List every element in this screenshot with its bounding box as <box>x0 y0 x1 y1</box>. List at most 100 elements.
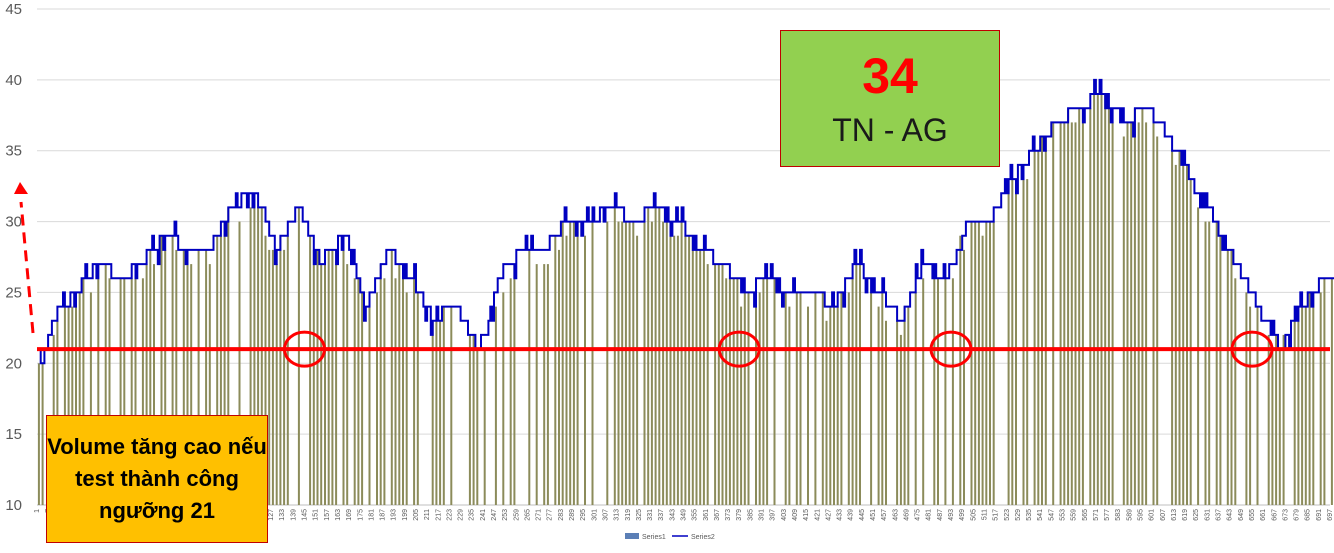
volume-bar <box>509 278 512 505</box>
volume-bar <box>431 320 434 505</box>
x-tick-label: 499 <box>959 509 966 521</box>
volume-bar <box>1037 150 1040 505</box>
volume-bar <box>219 235 222 505</box>
volume-bar <box>494 306 497 505</box>
ticker-badge: 34 TN - AG <box>780 30 1000 167</box>
volume-bar <box>56 320 59 505</box>
volume-bar <box>673 235 676 505</box>
volume-bar <box>353 278 356 505</box>
volume-bar <box>1256 306 1259 505</box>
volume-bar <box>238 221 241 505</box>
volume-bar <box>283 249 286 505</box>
volume-bar <box>1323 278 1326 505</box>
x-tick-label: 229 <box>458 509 465 521</box>
volume-bar <box>346 264 349 505</box>
x-tick-label: 589 <box>1126 509 1133 521</box>
x-tick-label: 397 <box>770 509 777 521</box>
volume-bar <box>977 221 980 505</box>
volume-bar <box>650 221 653 505</box>
x-tick-label: 127 <box>268 509 275 521</box>
volume-bar <box>784 292 787 505</box>
volume-bar <box>903 306 906 505</box>
volume-bar <box>591 221 594 505</box>
volume-bar <box>1100 94 1103 505</box>
volume-bar <box>286 235 289 505</box>
y-tick-label: 20 <box>5 355 22 372</box>
x-tick-label: 151 <box>313 509 320 521</box>
volume-bar <box>82 278 85 505</box>
volume-bar <box>390 249 393 505</box>
volume-bar <box>205 249 208 505</box>
volume-bar <box>309 235 312 505</box>
volume-note: Volume tăng cao nếu test thành công ngưỡ… <box>46 415 268 543</box>
volume-bar <box>394 278 397 505</box>
volume-bar <box>171 235 174 505</box>
volume-bar <box>654 207 657 505</box>
x-tick-label: 409 <box>792 509 799 521</box>
volume-bar <box>153 264 155 505</box>
volume-bar <box>799 292 802 505</box>
x-tick-label: 373 <box>725 509 732 521</box>
test-circle <box>717 330 761 368</box>
x-tick-label: 319 <box>625 509 632 521</box>
x-tick-label: 253 <box>502 509 509 521</box>
ticker-label: TN - AG <box>832 111 948 148</box>
volume-bar <box>669 221 672 505</box>
x-tick-label: 1 <box>34 509 41 513</box>
volume-bar <box>613 207 616 505</box>
x-tick-label: 325 <box>636 509 643 521</box>
volume-bar <box>320 264 323 505</box>
volume-bar <box>1304 306 1307 505</box>
x-tick-label: 427 <box>825 509 832 521</box>
volume-bar <box>1096 94 1099 505</box>
volume-bar <box>859 264 861 505</box>
volume-bar <box>1186 164 1188 505</box>
volume-bar <box>795 292 798 505</box>
x-tick-label: 619 <box>1182 509 1189 521</box>
x-tick-label: 163 <box>335 509 342 521</box>
volume-bar <box>1033 150 1036 505</box>
volume-bar <box>899 334 902 505</box>
volume-bar <box>847 292 850 505</box>
volume-bar <box>335 249 338 505</box>
volume-bar <box>807 306 809 505</box>
volume-bar <box>442 306 445 505</box>
x-tick-label: 181 <box>368 509 375 521</box>
volume-bar <box>67 306 70 505</box>
x-tick-label: 529 <box>1015 509 1022 521</box>
x-tick-label: 313 <box>614 509 621 521</box>
test-circles <box>283 330 1274 368</box>
volume-bar <box>97 264 100 505</box>
volume-bar <box>1044 136 1047 505</box>
volume-bar <box>702 249 705 505</box>
volume-bar <box>275 264 278 505</box>
x-tick-label: 259 <box>513 509 520 521</box>
volume-bar <box>643 207 646 505</box>
volume-bar <box>546 264 549 505</box>
volume-bar <box>662 221 665 505</box>
volume-bar <box>762 278 765 505</box>
x-tick-label: 199 <box>402 509 409 521</box>
x-tick-label: 283 <box>558 509 565 521</box>
x-tick-label: 595 <box>1138 509 1145 521</box>
volume-bar <box>959 235 962 505</box>
x-tick-label: 415 <box>803 509 810 521</box>
x-tick-label: 649 <box>1238 509 1245 521</box>
volume-bar <box>1078 108 1081 505</box>
volume-bar <box>413 278 416 505</box>
volume-bar <box>766 278 769 505</box>
volume-bar <box>1152 122 1155 506</box>
volume-bar <box>63 306 66 505</box>
x-tick-label: 691 <box>1316 509 1323 521</box>
volume-bar <box>788 306 791 505</box>
volume-bar <box>543 264 546 505</box>
x-tick-label: 673 <box>1282 509 1289 521</box>
volume-bar <box>851 278 854 505</box>
x-tick-label: 439 <box>848 509 855 521</box>
volume-bar <box>717 264 720 505</box>
volume-bar <box>123 278 126 505</box>
volume-bar <box>617 221 620 505</box>
volume-bar <box>684 235 687 505</box>
x-axis-ticks: 1713192531374349556167737985919710310911… <box>34 509 1334 521</box>
x-tick-label: 241 <box>480 509 487 521</box>
